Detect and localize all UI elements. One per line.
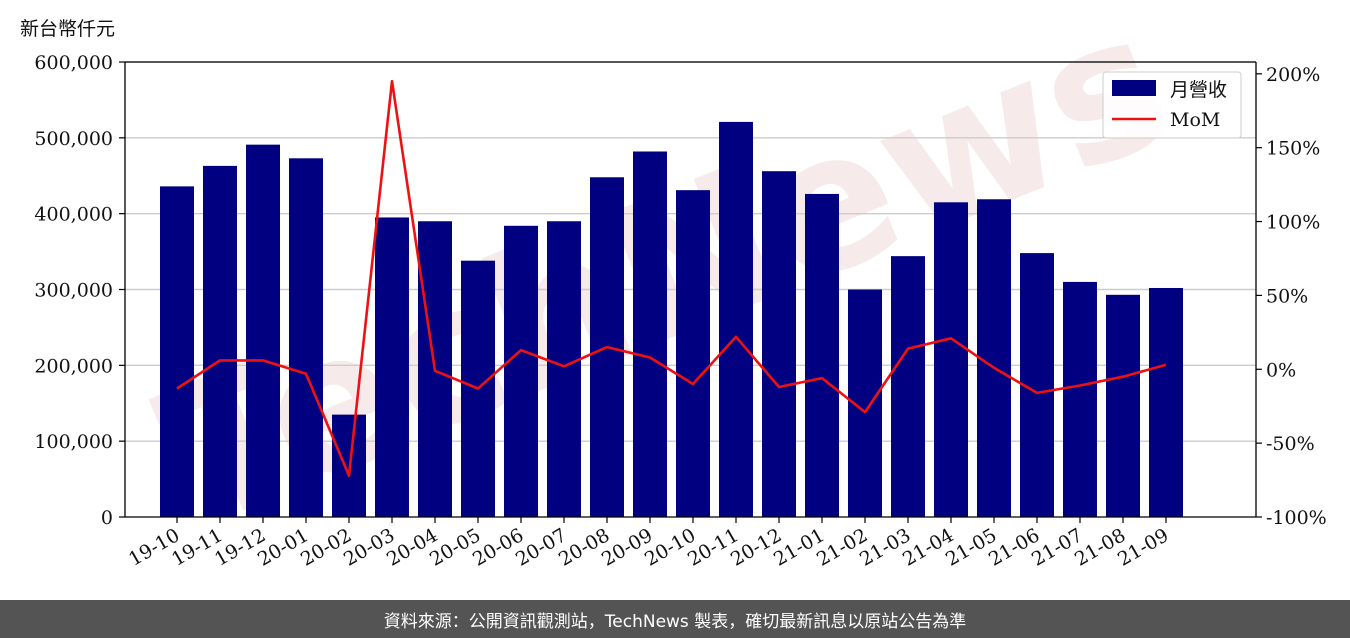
bar-20-01 — [289, 158, 323, 517]
bar-21-05 — [977, 199, 1011, 517]
bar-19-10 — [160, 186, 194, 517]
bar-20-09 — [633, 151, 667, 517]
bar-20-06 — [504, 225, 538, 518]
bar-20-10 — [676, 190, 710, 518]
revenue-bars — [160, 121, 1183, 518]
bar-20-11 — [719, 121, 753, 518]
right-tick-label: 200% — [1266, 64, 1320, 86]
left-tick-label: 400,000 — [34, 204, 113, 226]
left-tick-label: 0 — [101, 507, 113, 529]
right-tick-label: 100% — [1266, 212, 1320, 234]
right-tick-label: -100% — [1266, 507, 1327, 529]
right-tick-label: 0% — [1266, 359, 1296, 381]
bar-20-12 — [762, 171, 796, 517]
footer-text: 資料來源：公開資訊觀測站，TechNews 製表，確切最新訊息以原站公告為準 — [383, 611, 967, 632]
mom-line — [176, 79, 1167, 477]
bar-20-03 — [375, 217, 409, 518]
left-tick-label: 500,000 — [34, 128, 113, 150]
left-tick-label: 200,000 — [34, 355, 113, 377]
left-tick-label: 100,000 — [34, 431, 113, 453]
left-tick-label: 600,000 — [34, 52, 113, 74]
legend-label-revenue: 月營收 — [1170, 79, 1227, 101]
right-tick-label: 50% — [1266, 285, 1308, 307]
bar-21-08 — [1106, 294, 1140, 517]
bar-21-04 — [934, 202, 968, 517]
right-tick-label: 150% — [1266, 138, 1320, 160]
legend-label-mom: MoM — [1170, 109, 1220, 131]
chart-area: TechNews 0100,000200,000300,000400,00050… — [20, 0, 1327, 571]
y-axis-unit-label: 新台幣仟元 — [20, 18, 116, 40]
bar-19-12 — [246, 144, 280, 518]
bar-21-09 — [1149, 287, 1183, 517]
left-tick-label: 300,000 — [34, 280, 113, 302]
bar-21-01 — [805, 193, 839, 517]
right-tick-label: -50% — [1266, 433, 1315, 455]
mom-line-group — [176, 79, 1167, 477]
combo-chart: TechNews 0100,000200,000300,000400,00050… — [34, 0, 1327, 571]
bar-21-07 — [1063, 281, 1097, 517]
legend: 月營收 MoM — [1102, 71, 1242, 139]
x-tick-label: 21-09 — [1114, 524, 1172, 570]
legend-swatch-revenue — [1112, 80, 1156, 96]
bar-21-03 — [891, 256, 925, 517]
bar-19-11 — [203, 165, 237, 517]
bar-20-07 — [547, 221, 581, 517]
source-footer: 資料來源：公開資訊觀測站，TechNews 製表，確切最新訊息以原站公告為準 — [0, 600, 1350, 638]
